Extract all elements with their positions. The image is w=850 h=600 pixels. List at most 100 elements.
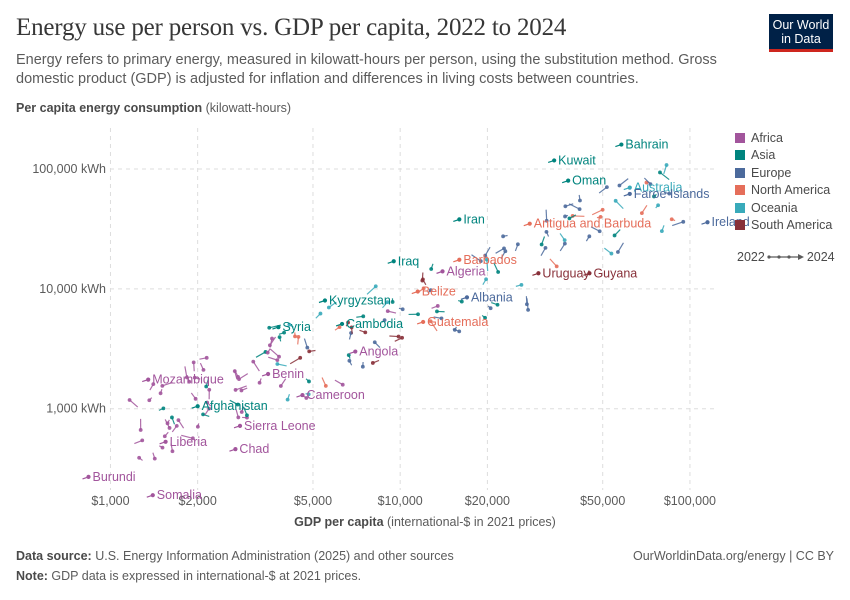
data-point-trail [269,348,280,358]
point-label: Syria [282,320,311,334]
point-cameroon [300,392,305,398]
credit-link[interactable]: OurWorldinData.org/energy | CC BY [632,549,834,563]
point-australia [627,185,632,190]
background-points [127,163,686,461]
point-faroe-islands [627,191,632,197]
data-point [656,203,661,208]
source-label: Data source: [16,549,92,563]
legend-item-asia[interactable]: Asia [735,147,832,165]
data-point [639,211,644,215]
legend-item-south-america[interactable]: South America [735,217,832,235]
time-legend-start: 2022 [737,250,765,264]
data-point-trail [486,259,489,272]
data-point [293,334,297,339]
point-label: Kyrgyzstan [329,294,391,308]
point-label: Kuwait [558,153,596,167]
point-label: Iraq [398,254,420,268]
point-label: Algeria [447,264,486,278]
x-tick-label: $50,000 [580,494,625,508]
data-point [648,182,653,186]
data-point [578,198,582,203]
data-point [245,413,249,418]
data-point [478,259,483,263]
grid-lines [109,128,718,490]
legend-item-oceania[interactable]: Oceania [735,199,832,217]
data-point [233,388,238,392]
time-legend-end: 2024 [806,250,835,264]
data-point [207,387,212,392]
point-label: Cambodia [346,317,403,331]
data-point [429,267,434,271]
data-point [304,396,309,400]
data-point [287,322,292,327]
legend-swatch [735,132,745,143]
data-point [600,207,605,212]
point-label: Mozambique [152,373,224,387]
time-arrow-icon [767,254,804,260]
point-label: Angola [359,345,398,359]
data-point [483,253,488,258]
data-point [416,312,420,317]
data-point [305,345,310,350]
data-point [307,379,311,384]
data-point [484,257,489,262]
x-tick-label: $5,000 [294,494,332,508]
point-label: Benin [272,367,304,381]
legend-swatch [735,167,745,178]
data-point [282,330,286,335]
y-axis-label: Per capita energy consumption (kilowatt-… [16,101,291,115]
data-point [205,400,210,405]
owid-logo[interactable]: Our World in Data [769,14,833,52]
legend-swatch [735,185,745,196]
data-point [326,305,331,310]
data-point [318,311,323,316]
point-liberia [163,439,168,444]
data-point [201,368,206,372]
x-tick-label: $100,000 [664,494,716,508]
point-label: Bahrain [625,138,668,152]
point-label: Somalia [157,488,202,502]
data-point-trail [591,209,603,216]
data-point [237,377,241,382]
x-tick-label: $20,000 [465,494,510,508]
legend-item-africa[interactable]: Africa [735,129,832,147]
logo-line1: Our World [772,18,830,32]
x-axis-label-unit: (international-$ in 2021 prices) [383,515,556,529]
data-point [370,361,375,365]
data-point [597,229,602,234]
note-text: GDP data is expressed in international-$… [47,569,362,583]
data-point [385,300,390,305]
data-point [495,302,500,307]
point-label: Iran [463,212,485,226]
data-point [285,397,290,402]
point-kyrgyzstan [322,298,328,303]
data-point [170,415,174,420]
legend-item-north-america[interactable]: North America [735,182,832,200]
data-point [236,415,241,420]
point-sierra-leone [237,423,243,428]
legend-item-europe[interactable]: Europe [735,164,832,182]
data-point [457,329,462,334]
x-tick-label: $1,000 [91,494,129,508]
point-somalia [150,493,155,498]
data-point [544,229,549,234]
legend-label: North America [751,183,831,198]
legend-swatch [735,150,745,161]
point-label: Australia [634,181,683,195]
data-point [251,359,256,364]
data-point [664,163,669,167]
data-point [363,330,368,335]
data-point [127,398,132,402]
point-label: Chad [239,442,269,456]
logo-line2: in Data [781,32,821,46]
data-point [400,335,404,340]
data-point [160,445,165,450]
data-point [421,277,425,282]
point-label: Sierra Leone [244,419,316,433]
data-point [563,204,568,209]
point-label: Barbados [463,253,517,267]
data-point [257,380,262,385]
data-point [652,194,656,199]
